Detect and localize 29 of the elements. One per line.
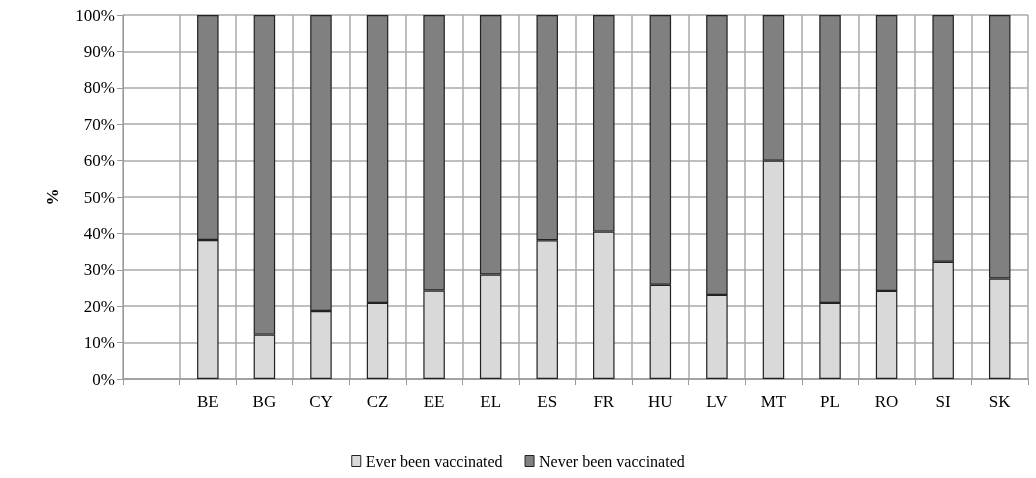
x-tick-label: RO xyxy=(874,392,899,411)
x-tick-label: ES xyxy=(537,392,558,411)
x-tick-label: EL xyxy=(480,392,502,411)
x-tick-label: CZ xyxy=(366,392,389,411)
y-tick-label: 70% xyxy=(83,114,115,134)
x-tick-label: FR xyxy=(593,392,615,411)
y-tick-label: 40% xyxy=(83,223,115,243)
x-tick-label: SI xyxy=(935,392,952,411)
y-tick-label: 50% xyxy=(83,187,115,207)
legend-label: Ever been vaccinated xyxy=(365,452,503,470)
y-tick-label: 20% xyxy=(83,296,115,316)
x-tick-label: LV xyxy=(706,392,729,411)
y-tick-label: 0% xyxy=(92,369,115,389)
y-axis-title: % xyxy=(43,188,62,206)
x-tick-label: BE xyxy=(196,392,219,411)
x-tick-label: HU xyxy=(648,392,673,411)
x-tick-label: CY xyxy=(309,392,333,411)
x-tick-label: MT xyxy=(760,392,787,411)
y-tick-label: 60% xyxy=(83,151,115,171)
x-tick-label: SK xyxy=(988,392,1012,411)
x-tick-label: BG xyxy=(252,392,277,411)
y-tick-label: 80% xyxy=(83,78,115,98)
y-tick-label: 90% xyxy=(83,41,115,61)
y-tick-label: 10% xyxy=(83,333,115,353)
legend-label: Never been vaccinated xyxy=(539,452,685,470)
x-tick-label: EE xyxy=(423,392,445,411)
x-tick-label: PL xyxy=(820,392,840,411)
y-tick-label: 100% xyxy=(75,5,115,25)
y-tick-label: 30% xyxy=(83,260,115,280)
